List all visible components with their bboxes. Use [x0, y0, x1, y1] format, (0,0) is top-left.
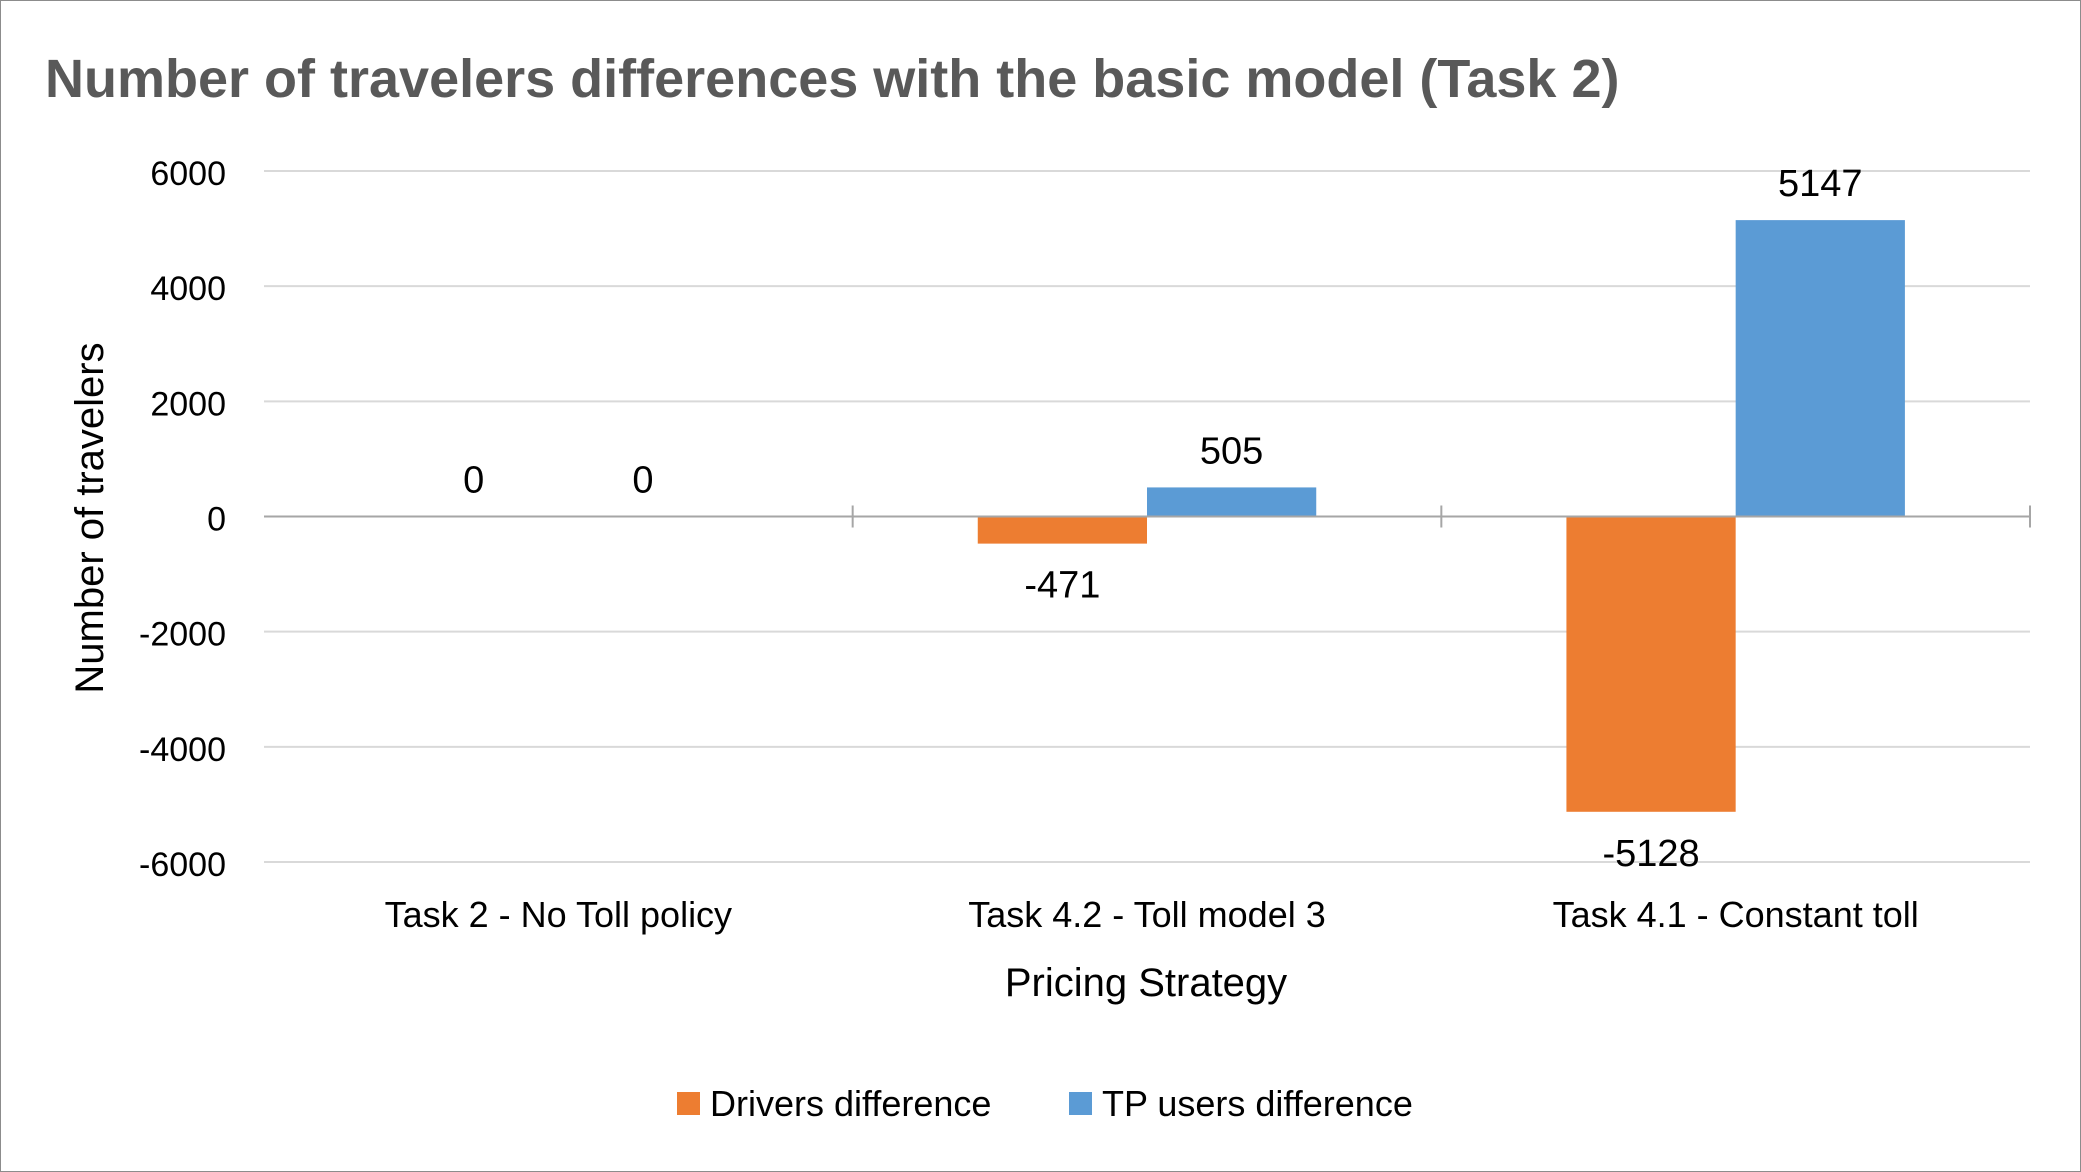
y-axis-title: Number of travelers [68, 342, 112, 693]
x-tick-label: Task 4.2 - Toll model 3 [968, 894, 1326, 935]
legend-swatch [677, 1092, 700, 1115]
x-tick-label: Task 2 - No Toll policy [385, 894, 732, 935]
x-tick-label: Task 4.1 - Constant toll [1553, 894, 1919, 935]
bar-drivers-1 [977, 516, 1147, 544]
x-tick-labels: Task 2 - No Toll policy Task 4.2 - Toll m… [385, 894, 1919, 935]
y-tick-label: -6000 [139, 846, 226, 884]
bar-drivers-2 [1566, 516, 1736, 812]
legend-label: Drivers difference [710, 1083, 991, 1124]
data-label: -5128 [1602, 833, 1699, 875]
data-label: 0 [463, 460, 484, 502]
data-label: 5147 [1778, 163, 1863, 205]
y-tick-label: 2000 [150, 385, 226, 423]
x-axis-title: Pricing Strategy [1005, 961, 1287, 1005]
legend-swatch [1069, 1092, 1092, 1115]
y-tick-label: 0 [207, 501, 226, 539]
bars [977, 220, 1905, 812]
y-tick-labels: 6000 4000 2000 0 -2000 -4000 -6000 [139, 155, 226, 884]
bar-tp-users-1 [1147, 487, 1317, 517]
y-tick-label: -2000 [139, 616, 226, 654]
y-tick-label: -4000 [139, 731, 226, 769]
axes [264, 505, 2031, 528]
gridlines [264, 170, 2030, 863]
data-labels: 0 -471 -5128 0 505 5147 [463, 163, 1862, 875]
bar-tp-users-2 [1735, 220, 1905, 517]
legend: Drivers difference TP users difference [677, 1083, 1413, 1124]
legend-label: TP users difference [1102, 1083, 1413, 1124]
chart-title: Number of travelers differences with the… [45, 49, 1619, 109]
data-label: 505 [1200, 430, 1263, 472]
data-label: -471 [1024, 565, 1100, 607]
data-label: 0 [632, 460, 653, 502]
y-tick-label: 4000 [150, 270, 226, 308]
y-tick-label: 6000 [150, 155, 226, 193]
